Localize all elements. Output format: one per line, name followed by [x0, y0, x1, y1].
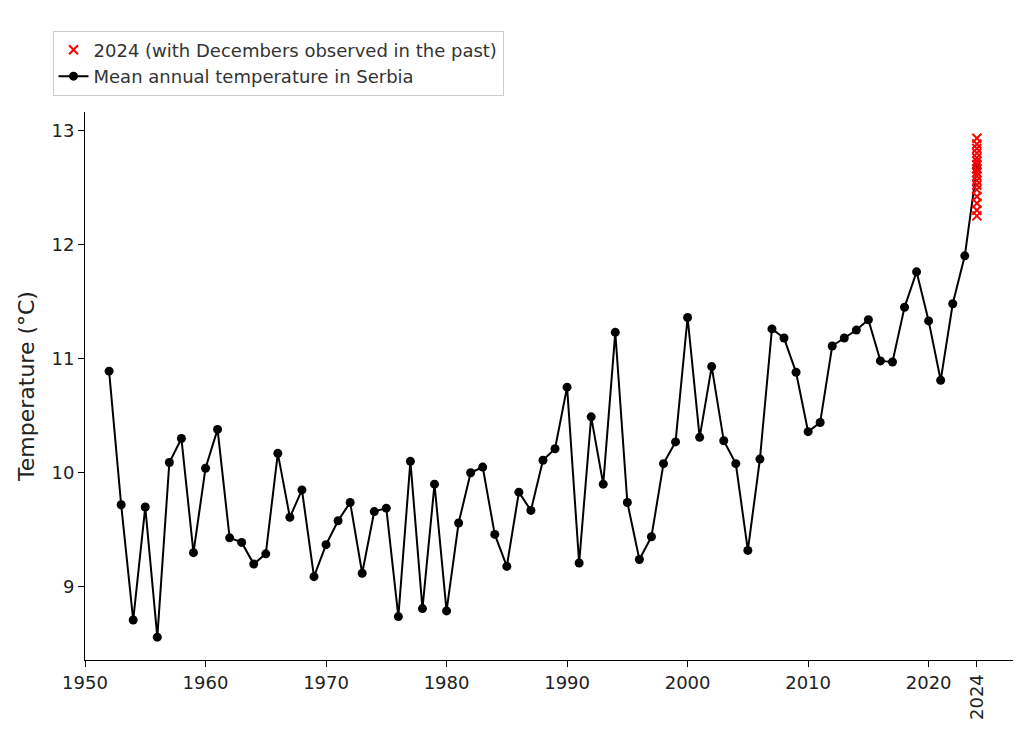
svg-text:2010: 2010 [785, 672, 831, 693]
svg-text:12: 12 [51, 234, 74, 255]
svg-text:2024 (with Decembers observed: 2024 (with Decembers observed in the pas… [94, 40, 497, 61]
svg-text:1970: 1970 [303, 672, 349, 693]
svg-text:1960: 1960 [183, 672, 229, 693]
svg-text:1980: 1980 [424, 672, 470, 693]
svg-text:9: 9 [63, 576, 74, 597]
svg-text:2000: 2000 [665, 672, 711, 693]
svg-text:2024: 2024 [966, 674, 987, 720]
svg-text:2020: 2020 [906, 672, 952, 693]
svg-text:1990: 1990 [544, 672, 590, 693]
svg-text:11: 11 [51, 348, 74, 369]
svg-text:13: 13 [51, 120, 74, 141]
svg-text:10: 10 [51, 462, 74, 483]
svg-text:Temperature (°C): Temperature (°C) [14, 291, 39, 482]
svg-text:1950: 1950 [62, 672, 108, 693]
svg-text:Mean annual temperature in Ser: Mean annual temperature in Serbia [94, 66, 414, 87]
